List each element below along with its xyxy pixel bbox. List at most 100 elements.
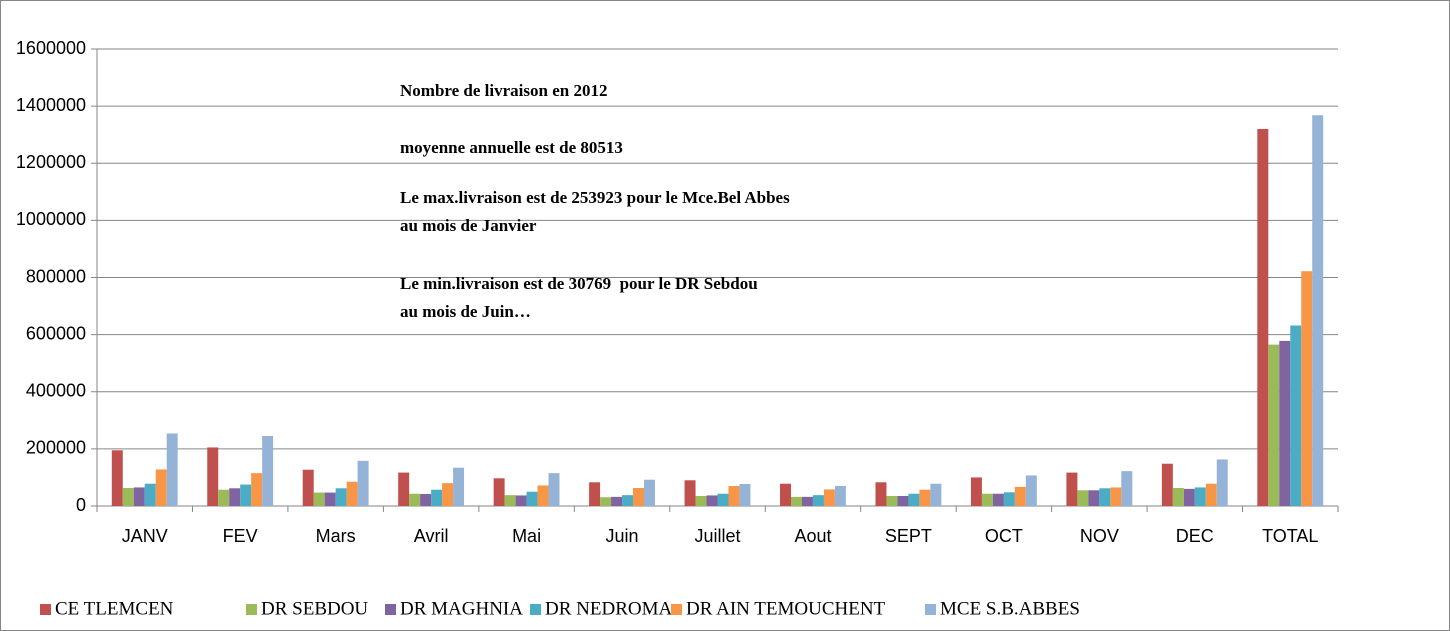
bar <box>812 495 824 506</box>
y-tick-label: 200000 <box>26 438 86 458</box>
legend-label: DR NEDROMA <box>545 598 672 619</box>
bar <box>144 483 156 506</box>
bar <box>791 496 802 506</box>
bar <box>780 483 792 506</box>
bar <box>1077 490 1089 506</box>
bar <box>1110 487 1122 506</box>
bar <box>695 496 707 506</box>
x-tick-label: Mars <box>316 526 356 546</box>
legend-swatch <box>671 604 682 615</box>
bar <box>930 483 942 506</box>
bar <box>1183 488 1195 506</box>
bar <box>409 493 421 506</box>
bar <box>537 485 549 506</box>
annotation: Le min.livraison est de 30769 pour le DR… <box>400 274 758 293</box>
bar <box>611 496 623 506</box>
bar <box>801 496 813 506</box>
bar <box>589 482 601 506</box>
bar <box>1216 459 1228 506</box>
bar <box>1003 492 1015 506</box>
bar <box>1066 472 1078 506</box>
x-tick-label: NOV <box>1080 526 1119 546</box>
bar <box>493 478 505 506</box>
y-tick-label: 1600000 <box>16 38 86 58</box>
y-tick-label: 800000 <box>26 266 86 286</box>
legend-swatch <box>530 604 541 615</box>
bar <box>1161 463 1173 506</box>
x-tick-label: Avril <box>414 526 449 546</box>
legend-label: CE TLEMCEN <box>55 598 174 619</box>
bar <box>1088 490 1100 506</box>
x-tick-label: OCT <box>985 526 1023 546</box>
bar <box>600 497 612 506</box>
bar <box>823 489 835 506</box>
bar <box>834 486 846 506</box>
bar <box>155 469 167 506</box>
bar <box>643 479 655 506</box>
annotation: au mois de Janvier <box>400 216 537 235</box>
bar <box>1279 340 1291 506</box>
annotation: Le max.livraison est de 253923 pour le M… <box>400 188 790 207</box>
annotation: Nombre de livraison en 2012 <box>400 81 607 100</box>
bar <box>1194 487 1206 506</box>
bar <box>622 495 634 506</box>
x-tick-label: Mai <box>512 526 541 546</box>
y-tick-label: 600000 <box>26 323 86 343</box>
bar <box>431 489 443 506</box>
annotation: au mois de Juin… <box>400 302 531 321</box>
x-tick-label: SEPT <box>885 526 932 546</box>
bar <box>1290 325 1302 506</box>
bar <box>357 460 369 506</box>
bar <box>1312 115 1324 506</box>
legend-label: MCE S.B.ABBES <box>940 598 1080 619</box>
bar <box>717 493 729 506</box>
bar <box>992 493 1004 506</box>
annotation: moyenne annuelle est de 80513 <box>400 138 623 157</box>
bar <box>229 488 241 506</box>
bar <box>515 495 527 506</box>
bar <box>1205 483 1217 506</box>
bar <box>919 489 931 506</box>
bar <box>706 495 718 506</box>
x-tick-label: DEC <box>1176 526 1214 546</box>
bar <box>1257 128 1269 506</box>
bar <box>908 493 920 506</box>
bar <box>970 477 982 506</box>
bar <box>1014 486 1026 506</box>
x-tick-label: TOTAL <box>1262 526 1318 546</box>
bar <box>420 494 432 506</box>
bar <box>1099 488 1111 506</box>
bar <box>886 496 898 506</box>
bar <box>302 469 314 506</box>
legend-swatch <box>40 604 51 615</box>
bar <box>335 488 347 506</box>
y-tick-label: 400000 <box>26 381 86 401</box>
x-tick-label: JANV <box>122 526 168 546</box>
bar <box>453 467 465 506</box>
legend-swatch <box>385 604 396 615</box>
bar <box>111 450 123 506</box>
bar <box>1121 471 1133 506</box>
y-tick-label: 1200000 <box>16 152 86 172</box>
legend-swatch <box>246 604 257 615</box>
x-tick-label: Juillet <box>694 526 740 546</box>
bar <box>684 480 696 506</box>
bar <box>346 481 358 506</box>
bar <box>739 484 751 506</box>
x-tick-label: FEV <box>223 526 258 546</box>
bar <box>442 483 454 506</box>
bar <box>875 482 887 506</box>
bar <box>324 492 336 506</box>
bar <box>207 447 219 506</box>
bar <box>166 433 178 506</box>
bar <box>1301 271 1313 506</box>
bar <box>1172 488 1184 506</box>
bar <box>218 489 230 506</box>
bar <box>504 495 516 506</box>
bar <box>251 473 263 506</box>
bar <box>633 488 644 506</box>
legend-label: DR MAGHNIA <box>400 598 523 619</box>
bar <box>526 491 538 506</box>
